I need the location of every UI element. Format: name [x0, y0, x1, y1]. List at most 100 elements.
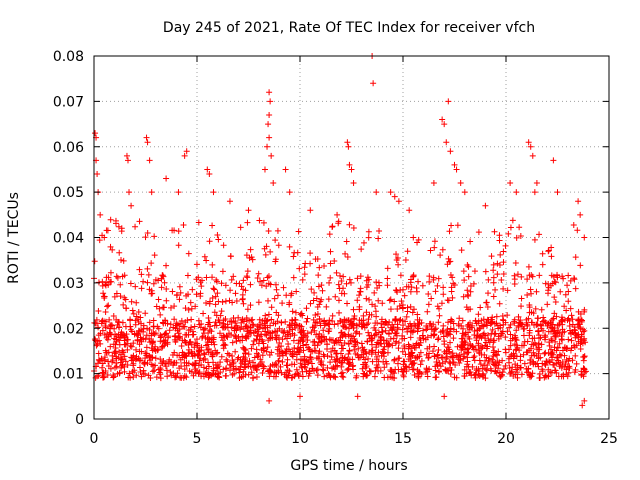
data-point [116, 249, 123, 256]
data-point [204, 166, 211, 173]
data-point [517, 232, 524, 239]
data-point [175, 228, 182, 235]
data-point [316, 315, 323, 322]
data-point [452, 362, 459, 369]
data-point [443, 355, 450, 362]
data-point [121, 332, 128, 339]
data-point [534, 346, 541, 353]
data-point [237, 337, 244, 344]
data-point [150, 317, 157, 324]
data-point [249, 375, 256, 382]
data-point [515, 313, 522, 320]
data-point [203, 274, 210, 281]
data-point [578, 316, 585, 323]
data-point [386, 297, 393, 304]
data-point [492, 286, 499, 293]
data-point [491, 228, 498, 235]
data-point [341, 319, 348, 326]
data-point [146, 319, 153, 326]
data-point [432, 288, 439, 295]
data-point [482, 268, 489, 275]
data-point [218, 308, 225, 315]
data-point [434, 303, 441, 310]
data-point [130, 352, 137, 359]
data-point [323, 336, 330, 343]
data-point [140, 367, 147, 374]
data-point [266, 89, 273, 96]
data-point [267, 330, 274, 337]
data-point [457, 355, 464, 362]
data-point [158, 284, 165, 291]
data-point [289, 374, 296, 381]
data-point [533, 342, 540, 349]
data-point [505, 355, 512, 362]
data-point [303, 305, 310, 312]
data-point [175, 242, 182, 249]
data-point [525, 139, 532, 146]
data-point [342, 250, 349, 257]
data-point [320, 327, 327, 334]
data-point [200, 310, 207, 317]
data-point [157, 311, 164, 318]
data-point [364, 338, 371, 345]
data-point [477, 361, 484, 368]
data-point [528, 319, 535, 326]
data-point [104, 227, 111, 234]
data-point [203, 257, 210, 264]
data-point [387, 324, 394, 331]
data-point [558, 364, 565, 371]
data-point [250, 359, 257, 366]
data-point [216, 374, 223, 381]
data-point [299, 373, 306, 380]
data-point [292, 309, 299, 316]
data-point [201, 351, 208, 358]
data-point [500, 366, 507, 373]
data-point [379, 300, 386, 307]
data-point [445, 319, 452, 326]
data-point [524, 338, 531, 345]
data-point [352, 330, 359, 337]
data-point [348, 166, 355, 173]
data-point [210, 338, 217, 345]
data-point [577, 325, 584, 332]
data-point [212, 301, 219, 308]
data-point [278, 343, 285, 350]
data-point [259, 370, 266, 377]
data-point [523, 319, 530, 326]
data-point [402, 318, 409, 325]
data-point [169, 352, 176, 359]
data-point [467, 288, 474, 295]
data-point [559, 273, 566, 280]
data-point [482, 202, 489, 209]
data-point [357, 273, 364, 280]
data-point [238, 283, 245, 290]
data-point [257, 278, 264, 285]
data-point [498, 372, 505, 379]
data-point [460, 332, 467, 339]
data-point [124, 362, 131, 369]
data-point [170, 324, 177, 331]
data-point [411, 360, 418, 367]
data-point [449, 274, 456, 281]
data-point [549, 280, 556, 287]
data-point [513, 366, 520, 373]
data-point [525, 365, 532, 372]
data-point [185, 306, 192, 313]
data-point [193, 261, 200, 268]
data-point [265, 280, 272, 287]
data-point [110, 312, 117, 319]
data-point [489, 326, 496, 333]
data-point [140, 278, 147, 285]
data-point [578, 372, 585, 379]
data-point [463, 363, 470, 370]
data-point [109, 352, 116, 359]
data-point [494, 271, 501, 278]
data-point [581, 234, 588, 241]
data-point [265, 311, 272, 318]
data-point [306, 346, 313, 353]
data-point [449, 294, 456, 301]
data-point [431, 244, 438, 251]
data-point [313, 354, 320, 361]
data-point [235, 354, 242, 361]
data-point [431, 331, 438, 338]
